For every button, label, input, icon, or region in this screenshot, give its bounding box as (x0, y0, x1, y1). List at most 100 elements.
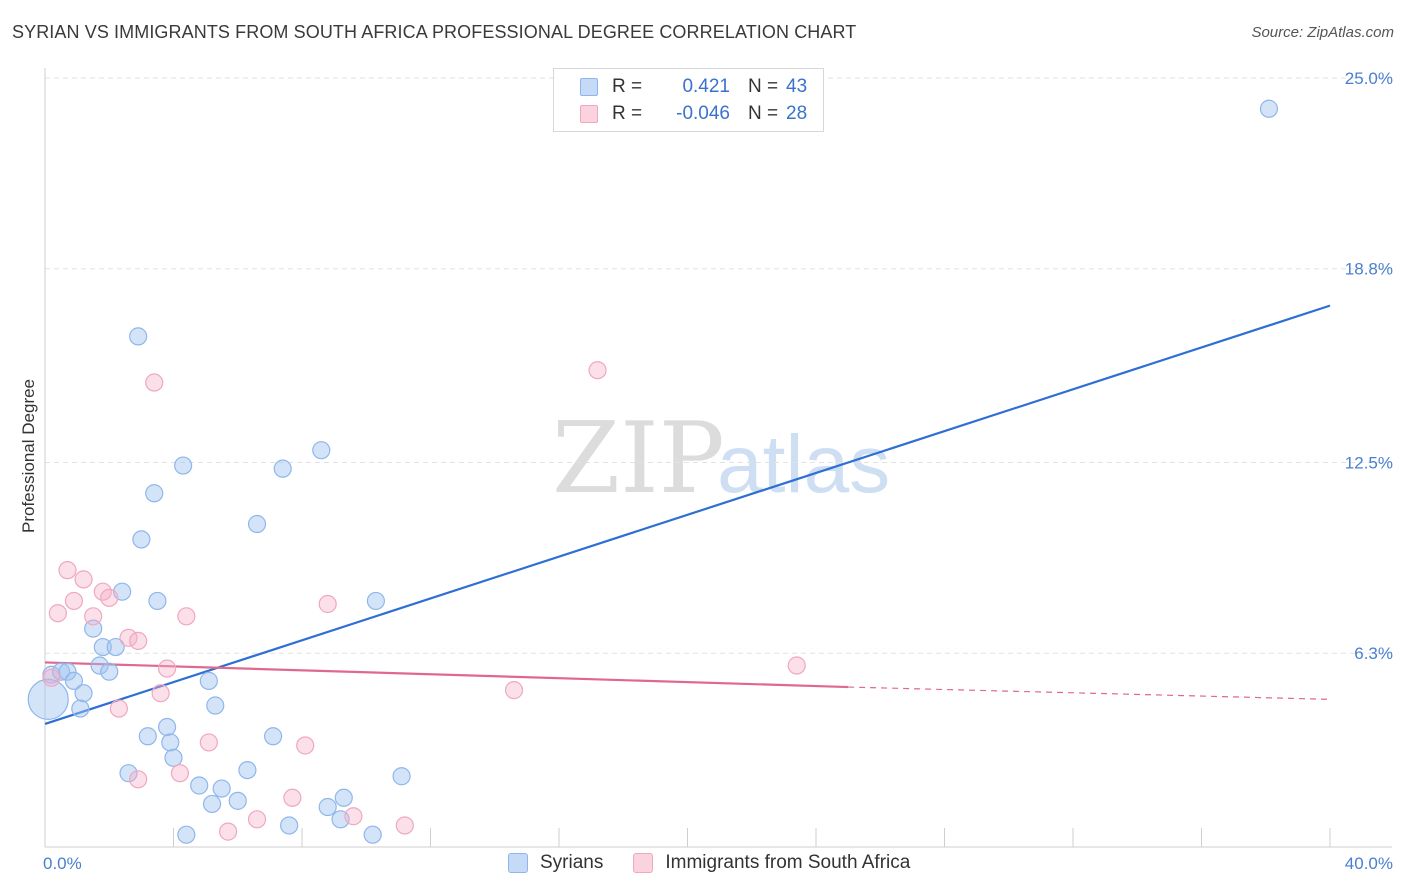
y-tick-label-2: 18.8% (1345, 260, 1393, 279)
point-south-africa-12 (145, 373, 164, 392)
legend-swatch-south-africa (580, 105, 598, 123)
point-south-africa-4 (74, 570, 93, 589)
point-south-africa-27 (787, 656, 806, 675)
legend-n-label: N = (748, 76, 779, 97)
point-syrians-7 (90, 656, 109, 675)
legend-item-south-africa: Immigrants from South Africa (633, 852, 910, 874)
point-south-africa-13 (151, 684, 170, 703)
point-syrians-35 (318, 797, 337, 817)
point-syrians-40 (392, 767, 411, 786)
legend-r-label: R = (612, 103, 643, 124)
point-south-africa-2 (58, 561, 77, 580)
point-syrians-8 (93, 637, 112, 657)
point-syrians-37 (334, 788, 353, 807)
axes (44, 68, 1392, 848)
point-syrians-24 (199, 671, 218, 690)
y-axis-label: Professional Degree (19, 379, 38, 533)
chart-title: SYRIAN VS IMMIGRANTS FROM SOUTH AFRICA P… (12, 22, 857, 42)
point-south-africa-14 (157, 659, 177, 678)
point-syrians-14 (132, 530, 151, 549)
legend-label-syrians: Syrians (540, 852, 604, 873)
point-south-africa-11 (129, 770, 148, 789)
point-south-africa-18 (219, 822, 238, 841)
point-south-africa-10 (129, 631, 148, 651)
tick-labels: 6.3% 12.5% 18.8% 25.0% 0.0% 40.0% (43, 69, 1393, 873)
y-tick-label-0: 6.3% (1354, 644, 1393, 663)
point-syrians-1 (51, 662, 71, 681)
point-syrians-16 (145, 484, 164, 503)
point-syrians-39 (366, 591, 385, 611)
point-syrians-3 (64, 671, 84, 690)
legend-row-syrians: R = 0.421 N = 43 (580, 75, 807, 99)
point-south-africa-3 (64, 591, 84, 611)
legend-r-label: R = (612, 76, 643, 97)
legend-swatch-syrians (508, 853, 528, 873)
point-syrians-6 (84, 619, 103, 638)
point-south-africa-7 (100, 588, 119, 607)
trend-lines (44, 304, 1331, 726)
point-syrians-17 (148, 591, 167, 611)
legend-swatch-south-africa (633, 853, 654, 873)
point-syrians-32 (280, 816, 299, 835)
watermark-zip: ZIP (552, 402, 725, 516)
point-south-africa-23 (344, 807, 363, 826)
legend-r-value: -0.046 (676, 103, 730, 124)
point-south-africa-19 (247, 810, 267, 829)
point-syrians-23 (190, 776, 209, 795)
point-syrians-2 (58, 662, 77, 681)
point-syrians-42 (27, 678, 69, 720)
point-south-africa-21 (296, 736, 315, 755)
point-syrians-10 (106, 637, 125, 657)
point-syrians-19 (161, 733, 180, 752)
point-south-africa-15 (170, 764, 190, 783)
legend-n-value: 28 (786, 103, 808, 124)
x-tick-label-min: 0.0% (43, 854, 82, 873)
point-syrians-22 (177, 825, 196, 844)
point-south-africa-16 (177, 607, 196, 626)
zipatlas-watermark: ZIP atlas (552, 402, 890, 516)
y-tick-label-3: 25.0% (1345, 69, 1393, 88)
point-syrians-29 (238, 760, 257, 780)
legend-n-value: 43 (786, 76, 808, 97)
legend-n-label: N = (748, 103, 779, 124)
legend-label-south-africa: Immigrants from South Africa (665, 852, 911, 873)
y-tick-label-1: 12.5% (1345, 454, 1393, 473)
point-syrians-18 (157, 717, 177, 737)
point-south-africa-0 (42, 668, 61, 687)
point-syrians-4 (71, 699, 90, 718)
point-syrians-26 (206, 696, 225, 715)
point-syrians-33 (273, 459, 292, 478)
grid-lines (45, 77, 1392, 654)
point-south-africa-8 (109, 699, 128, 718)
point-syrians-5 (74, 684, 93, 703)
point-syrians-38 (363, 825, 382, 844)
correlation-legend: R = 0.421 N = 43 R = -0.046 N = 28 (553, 68, 824, 132)
data-points (27, 99, 1279, 844)
point-syrians-28 (228, 791, 247, 810)
point-syrians-12 (119, 764, 138, 783)
point-syrians-13 (129, 327, 148, 346)
point-syrians-20 (164, 748, 183, 767)
point-south-africa-1 (48, 604, 67, 623)
legend-r-value: 0.421 (682, 76, 730, 97)
trend-line-south-africa (44, 661, 849, 689)
series-legend: Syrians Immigrants from South Africa (508, 852, 940, 874)
legend-item-syrians: Syrians (508, 852, 603, 874)
point-syrians-30 (247, 514, 267, 534)
source-label: Source: ZipAtlas.com (1251, 24, 1394, 41)
trend-line-dashed-south-africa (848, 686, 1331, 700)
point-south-africa-26 (588, 361, 607, 380)
point-south-africa-17 (199, 733, 218, 752)
point-south-africa-25 (504, 681, 524, 700)
point-south-africa-20 (283, 788, 302, 807)
point-syrians-34 (312, 441, 331, 460)
trend-line-syrians (44, 304, 1331, 726)
point-syrians-41 (1259, 99, 1279, 118)
point-syrians-31 (263, 727, 283, 746)
point-south-africa-5 (84, 607, 103, 626)
legend-row-south-africa: R = -0.046 N = 28 (580, 102, 807, 126)
point-south-africa-22 (318, 594, 337, 614)
legend-swatch-syrians (580, 78, 598, 96)
point-syrians-21 (174, 456, 193, 475)
